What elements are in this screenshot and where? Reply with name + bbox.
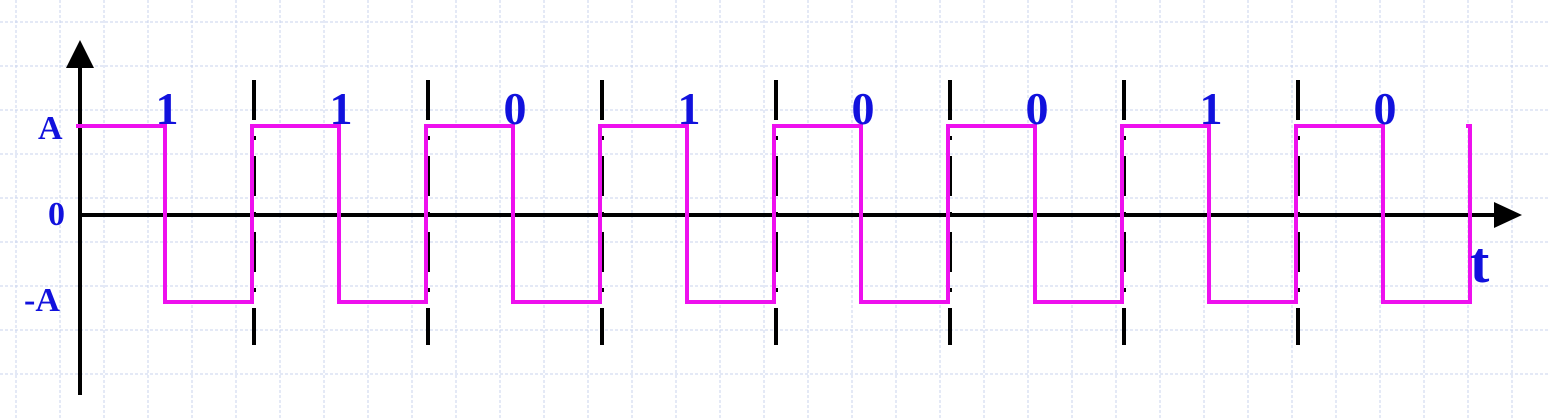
bit-label: 1 bbox=[678, 83, 701, 134]
level-label-zero: 0 bbox=[48, 196, 65, 233]
bit-label: 1 bbox=[156, 83, 179, 134]
axes bbox=[66, 40, 1522, 395]
y-axis-arrow-icon bbox=[66, 40, 94, 68]
bit-label: 0 bbox=[852, 83, 875, 134]
signal-waveform bbox=[76, 124, 1472, 304]
bit-label: 1 bbox=[330, 83, 353, 134]
axis-labels: A 0 -A t bbox=[24, 110, 1490, 319]
bit-label: 0 bbox=[504, 83, 527, 134]
bit-label: 1 bbox=[1200, 83, 1223, 134]
bit-label: 0 bbox=[1374, 83, 1397, 134]
level-label-high: A bbox=[38, 110, 63, 147]
bit-labels: 1 1 0 1 0 0 1 0 bbox=[156, 83, 1397, 134]
level-label-low: -A bbox=[24, 282, 60, 319]
time-axis-label: t bbox=[1470, 230, 1490, 295]
x-axis-arrow-icon bbox=[1494, 202, 1522, 228]
bit-label: 0 bbox=[1026, 83, 1049, 134]
